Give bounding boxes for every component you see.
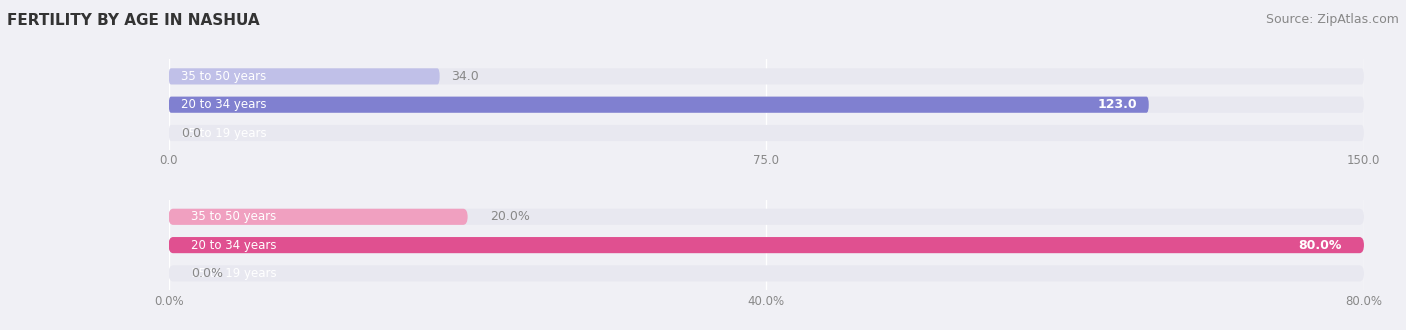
FancyBboxPatch shape bbox=[169, 209, 468, 225]
Text: 15 to 19 years: 15 to 19 years bbox=[180, 126, 266, 140]
Text: FERTILITY BY AGE IN NASHUA: FERTILITY BY AGE IN NASHUA bbox=[7, 13, 260, 28]
Text: Source: ZipAtlas.com: Source: ZipAtlas.com bbox=[1265, 13, 1399, 26]
Text: 0.0%: 0.0% bbox=[191, 267, 224, 280]
Text: 35 to 50 years: 35 to 50 years bbox=[191, 210, 277, 223]
Text: 35 to 50 years: 35 to 50 years bbox=[180, 70, 266, 83]
FancyBboxPatch shape bbox=[169, 97, 1149, 113]
FancyBboxPatch shape bbox=[169, 68, 1364, 84]
Text: 20 to 34 years: 20 to 34 years bbox=[180, 98, 266, 111]
FancyBboxPatch shape bbox=[169, 97, 1364, 113]
FancyBboxPatch shape bbox=[169, 265, 1364, 281]
FancyBboxPatch shape bbox=[169, 237, 1364, 253]
FancyBboxPatch shape bbox=[169, 125, 1364, 141]
FancyBboxPatch shape bbox=[169, 237, 1364, 253]
Text: 123.0: 123.0 bbox=[1097, 98, 1136, 111]
Text: 80.0%: 80.0% bbox=[1298, 239, 1341, 251]
Text: 0.0: 0.0 bbox=[180, 126, 201, 140]
FancyBboxPatch shape bbox=[169, 68, 440, 84]
Text: 15 to 19 years: 15 to 19 years bbox=[191, 267, 277, 280]
Text: 34.0: 34.0 bbox=[451, 70, 479, 83]
Text: 20.0%: 20.0% bbox=[489, 210, 530, 223]
Text: 20 to 34 years: 20 to 34 years bbox=[191, 239, 277, 251]
FancyBboxPatch shape bbox=[169, 209, 1364, 225]
